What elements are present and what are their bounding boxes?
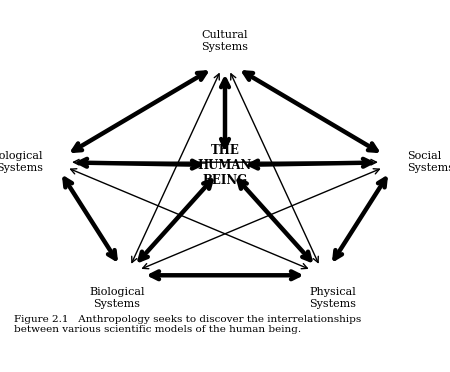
Text: Physical
Systems: Physical Systems xyxy=(310,287,356,309)
Text: Biological
Systems: Biological Systems xyxy=(89,287,145,309)
Text: Cultural
Systems: Cultural Systems xyxy=(202,31,248,52)
Text: Figure 2.1   Anthropology seeks to discover the interrelationships
between vario: Figure 2.1 Anthropology seeks to discove… xyxy=(14,315,361,334)
Text: THE
HUMAN
BEING: THE HUMAN BEING xyxy=(198,144,252,187)
Text: Social
Systems: Social Systems xyxy=(407,151,450,173)
Text: Psychological
Systems: Psychological Systems xyxy=(0,151,43,173)
